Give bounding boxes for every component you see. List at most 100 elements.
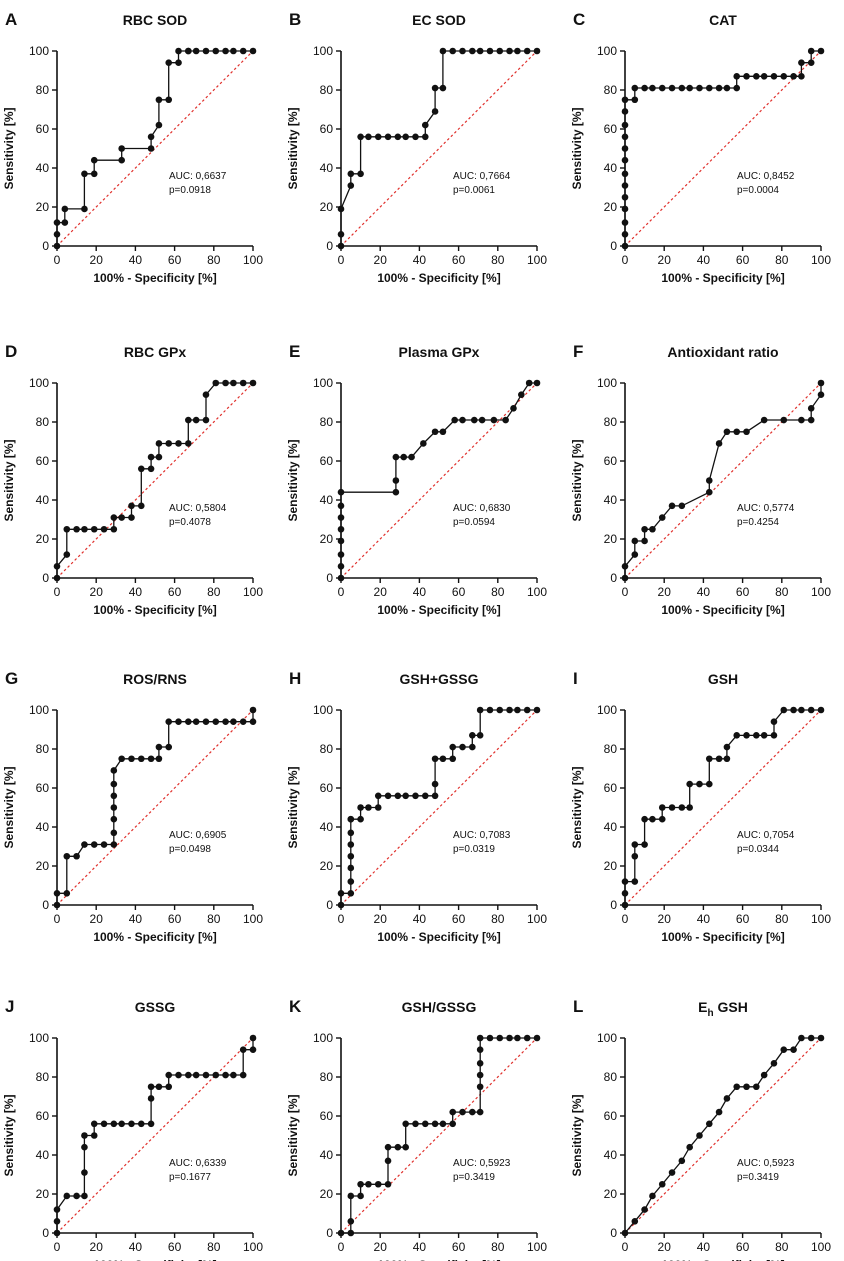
roc-point bbox=[743, 73, 750, 80]
roc-point bbox=[53, 219, 61, 226]
roc-point bbox=[649, 1192, 656, 1200]
roc-panel-b: B EC SOD 0 20 40 60 80 100 0 20 40 60 80 100 100% - Sp… bbox=[286, 10, 547, 285]
roc-point bbox=[733, 84, 741, 92]
roc-point bbox=[770, 1060, 778, 1067]
roc-point bbox=[649, 815, 656, 823]
y-axis-title: Sensitivity [%] bbox=[286, 1094, 300, 1176]
x-tick-label: 0 bbox=[622, 253, 629, 267]
roc-point bbox=[476, 1083, 484, 1091]
x-tick-label: 40 bbox=[413, 253, 427, 267]
roc-point bbox=[81, 1143, 88, 1151]
x-tick-label: 80 bbox=[775, 1240, 789, 1254]
roc-point bbox=[533, 379, 541, 387]
y-tick-label: 100 bbox=[313, 44, 333, 58]
roc-point bbox=[128, 514, 135, 521]
roc-point bbox=[357, 170, 364, 178]
roc-point bbox=[760, 732, 768, 739]
roc-point bbox=[137, 502, 145, 510]
roc-point bbox=[175, 440, 182, 447]
y-tick-label: 100 bbox=[29, 44, 49, 58]
roc-panel-f: F Antioxidant ratio 0 20 40 60 80 100 0 20 40 60 80 1… bbox=[570, 342, 831, 617]
y-tick-label: 0 bbox=[610, 898, 617, 912]
roc-point bbox=[621, 145, 629, 152]
x-tick-label: 80 bbox=[775, 912, 789, 926]
auc-label: AUC: 0,6830 bbox=[453, 503, 511, 514]
roc-point bbox=[678, 84, 686, 92]
y-tick-label: 20 bbox=[604, 859, 618, 873]
roc-point bbox=[155, 121, 163, 129]
roc-point bbox=[459, 743, 466, 751]
p-value-label: p=0.0004 bbox=[737, 185, 779, 196]
y-tick-label: 20 bbox=[36, 532, 50, 546]
roc-point bbox=[790, 1046, 797, 1053]
roc-point bbox=[402, 1120, 409, 1128]
roc-point bbox=[658, 514, 666, 521]
roc-point bbox=[81, 1132, 88, 1139]
roc-point bbox=[53, 1218, 61, 1225]
roc-point bbox=[705, 84, 713, 92]
roc-point bbox=[347, 852, 355, 860]
y-tick-label: 20 bbox=[320, 532, 334, 546]
roc-point bbox=[649, 525, 656, 533]
roc-point bbox=[807, 59, 815, 66]
y-tick-label: 60 bbox=[320, 122, 334, 136]
roc-point bbox=[175, 718, 182, 725]
y-axis-title: Sensitivity [%] bbox=[2, 439, 16, 521]
roc-panel-j: J GSSG 0 20 40 60 80 100 0 20 40 60 80 100 100% - Spec… bbox=[2, 997, 263, 1261]
roc-point bbox=[621, 205, 629, 213]
roc-point bbox=[81, 170, 88, 178]
auc-label: AUC: 0,5804 bbox=[169, 503, 227, 514]
roc-point bbox=[478, 416, 486, 424]
roc-panel-d: D RBC GPx 0 20 40 60 80 100 0 20 40 60 80 100 100% - S… bbox=[2, 342, 263, 617]
roc-point bbox=[400, 453, 408, 461]
roc-point bbox=[239, 47, 247, 55]
x-tick-label: 100 bbox=[527, 253, 547, 267]
roc-point bbox=[421, 792, 429, 800]
roc-point bbox=[723, 428, 731, 436]
roc-point bbox=[374, 1180, 382, 1188]
x-tick-label: 20 bbox=[90, 1240, 104, 1254]
panel-title: Plasma GPx bbox=[399, 344, 480, 360]
roc-point bbox=[118, 755, 125, 763]
x-tick-label: 80 bbox=[775, 253, 789, 267]
roc-point bbox=[476, 706, 484, 714]
x-tick-label: 40 bbox=[413, 912, 427, 926]
roc-panel-e: E Plasma GPx 0 20 40 60 80 100 0 20 40 60 80 100 100% … bbox=[286, 342, 547, 617]
roc-point bbox=[365, 133, 372, 141]
roc-point bbox=[431, 755, 439, 763]
roc-point bbox=[347, 1192, 355, 1200]
roc-point bbox=[239, 1071, 247, 1079]
y-tick-label: 0 bbox=[42, 898, 49, 912]
x-tick-label: 0 bbox=[338, 1240, 345, 1254]
y-tick-label: 60 bbox=[36, 1109, 50, 1123]
roc-point bbox=[337, 537, 345, 545]
x-tick-label: 100 bbox=[527, 912, 547, 926]
y-tick-label: 100 bbox=[313, 703, 333, 717]
y-axis-title: Sensitivity [%] bbox=[570, 1094, 584, 1176]
x-tick-label: 60 bbox=[168, 1240, 182, 1254]
roc-point bbox=[760, 416, 768, 424]
roc-point bbox=[73, 852, 80, 860]
roc-point bbox=[408, 453, 415, 461]
roc-point bbox=[347, 841, 355, 848]
roc-point bbox=[723, 743, 731, 751]
roc-point bbox=[249, 706, 257, 714]
y-tick-label: 40 bbox=[320, 161, 334, 175]
x-tick-label: 80 bbox=[491, 1240, 505, 1254]
x-tick-label: 20 bbox=[90, 253, 104, 267]
y-tick-label: 60 bbox=[320, 781, 334, 795]
roc-point bbox=[459, 1108, 466, 1116]
roc-point bbox=[641, 525, 648, 533]
roc-point bbox=[533, 47, 541, 55]
y-tick-label: 0 bbox=[610, 239, 617, 253]
roc-point bbox=[110, 829, 118, 837]
roc-point bbox=[705, 477, 713, 484]
roc-point bbox=[202, 47, 210, 55]
roc-point bbox=[222, 718, 229, 725]
roc-point bbox=[357, 1180, 364, 1188]
roc-point bbox=[502, 416, 509, 424]
roc-point bbox=[523, 47, 531, 55]
roc-point bbox=[81, 1192, 88, 1200]
roc-point bbox=[733, 73, 741, 80]
roc-point bbox=[147, 465, 155, 473]
